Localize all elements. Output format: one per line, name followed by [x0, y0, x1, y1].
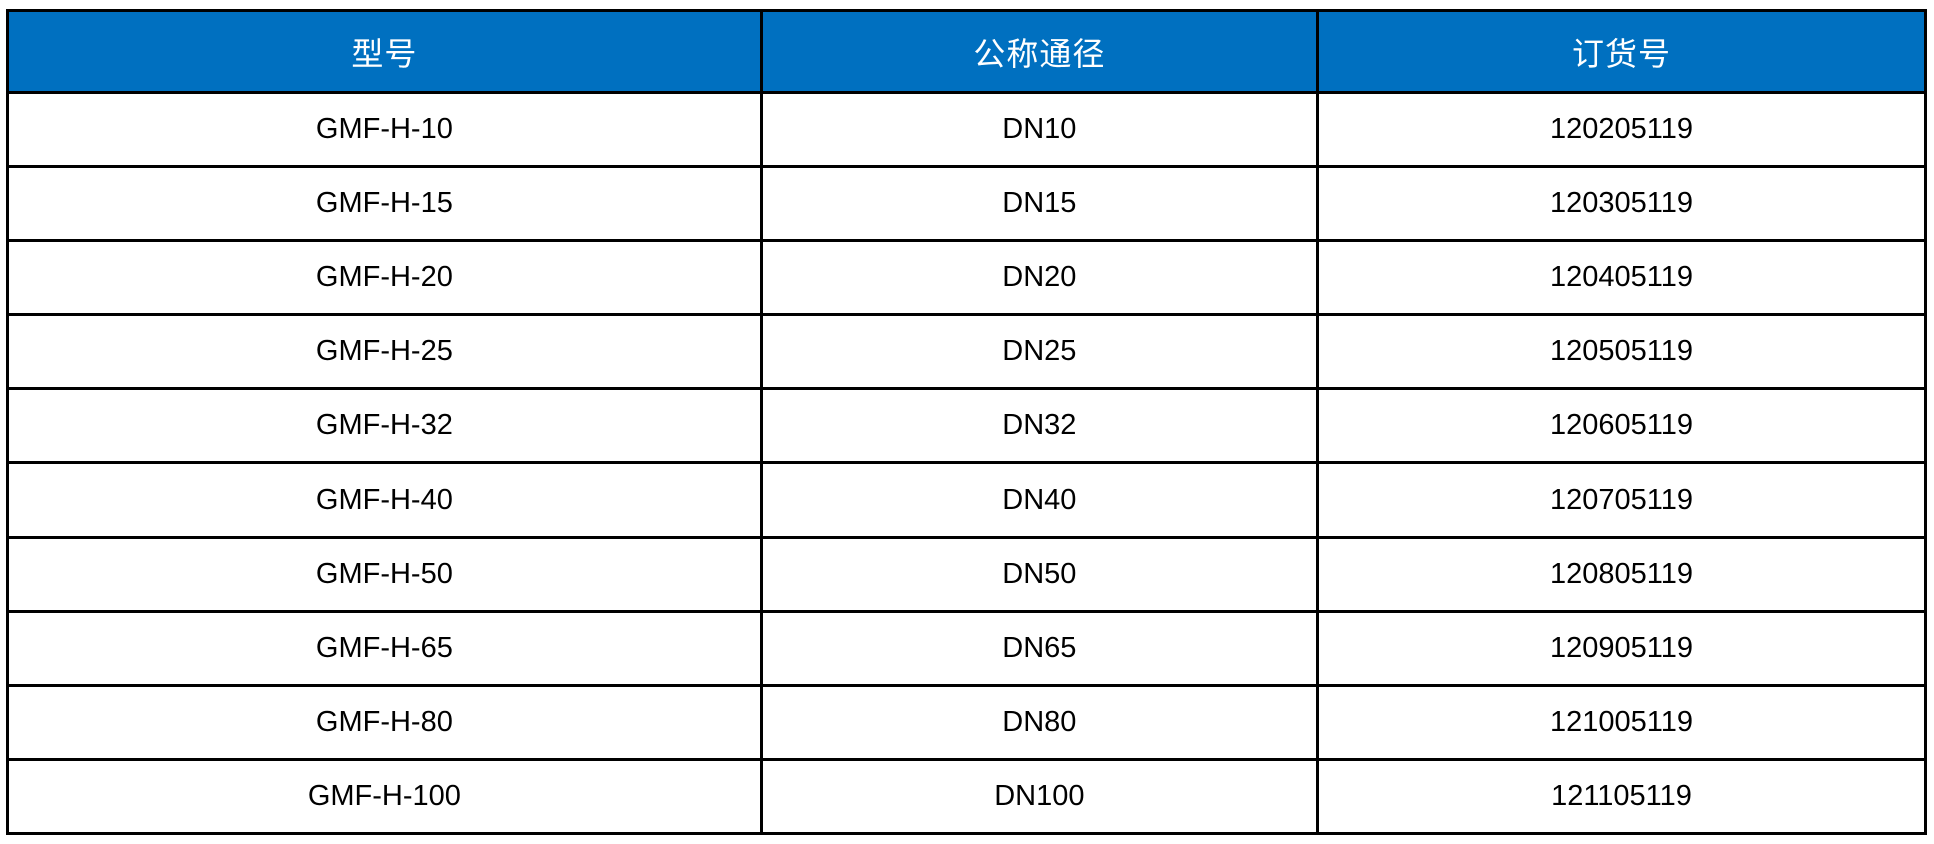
product-table: 型号 公称通径 订货号 GMF-H-10 DN10 120205119 GMF-…	[6, 9, 1928, 836]
header-row: 型号 公称通径 订货号	[6, 9, 1928, 94]
cell-order-number: 120905119	[1315, 609, 1928, 687]
table-row: GMF-H-40 DN40 120705119	[6, 461, 1928, 539]
table-row: GMF-H-25 DN25 120505119	[6, 313, 1928, 391]
cell-order-number: 121005119	[1315, 683, 1928, 761]
cell-model: GMF-H-32	[6, 387, 763, 465]
table-row: GMF-H-15 DN15 120305119	[6, 165, 1928, 243]
table-row: GMF-H-32 DN32 120605119	[6, 387, 1928, 465]
table-row: GMF-H-20 DN20 120405119	[6, 239, 1928, 317]
column-header-model: 型号	[6, 9, 763, 94]
table-header: 型号 公称通径 订货号	[6, 9, 1928, 94]
cell-order-number: 120705119	[1315, 461, 1928, 539]
column-header-nominal-diameter: 公称通径	[759, 9, 1319, 94]
column-header-order-number: 订货号	[1315, 9, 1928, 94]
cell-nominal-diameter: DN40	[759, 461, 1319, 539]
cell-nominal-diameter: DN15	[759, 165, 1319, 243]
cell-model: GMF-H-40	[6, 461, 763, 539]
cell-order-number: 120305119	[1315, 165, 1928, 243]
cell-nominal-diameter: DN65	[759, 609, 1319, 687]
cell-order-number: 121105119	[1315, 757, 1928, 836]
table-row: GMF-H-10 DN10 120205119	[6, 90, 1928, 169]
cell-nominal-diameter: DN20	[759, 239, 1319, 317]
cell-nominal-diameter: DN80	[759, 683, 1319, 761]
table-row: GMF-H-80 DN80 121005119	[6, 683, 1928, 761]
table-body: GMF-H-10 DN10 120205119 GMF-H-15 DN15 12…	[6, 90, 1928, 836]
cell-model: GMF-H-50	[6, 535, 763, 613]
cell-nominal-diameter: DN10	[759, 90, 1319, 169]
cell-model: GMF-H-20	[6, 239, 763, 317]
cell-nominal-diameter: DN25	[759, 313, 1319, 391]
cell-model: GMF-H-100	[6, 757, 763, 836]
cell-model: GMF-H-25	[6, 313, 763, 391]
table-row: GMF-H-100 DN100 121105119	[6, 757, 1928, 836]
cell-order-number: 120505119	[1315, 313, 1928, 391]
cell-nominal-diameter: DN32	[759, 387, 1319, 465]
cell-order-number: 120205119	[1315, 90, 1928, 169]
cell-model: GMF-H-10	[6, 90, 763, 169]
cell-nominal-diameter: DN100	[759, 757, 1319, 836]
cell-model: GMF-H-15	[6, 165, 763, 243]
cell-model: GMF-H-80	[6, 683, 763, 761]
cell-order-number: 120805119	[1315, 535, 1928, 613]
cell-nominal-diameter: DN50	[759, 535, 1319, 613]
cell-model: GMF-H-65	[6, 609, 763, 687]
cell-order-number: 120405119	[1315, 239, 1928, 317]
table-row: GMF-H-65 DN65 120905119	[6, 609, 1928, 687]
table-row: GMF-H-50 DN50 120805119	[6, 535, 1928, 613]
cell-order-number: 120605119	[1315, 387, 1928, 465]
